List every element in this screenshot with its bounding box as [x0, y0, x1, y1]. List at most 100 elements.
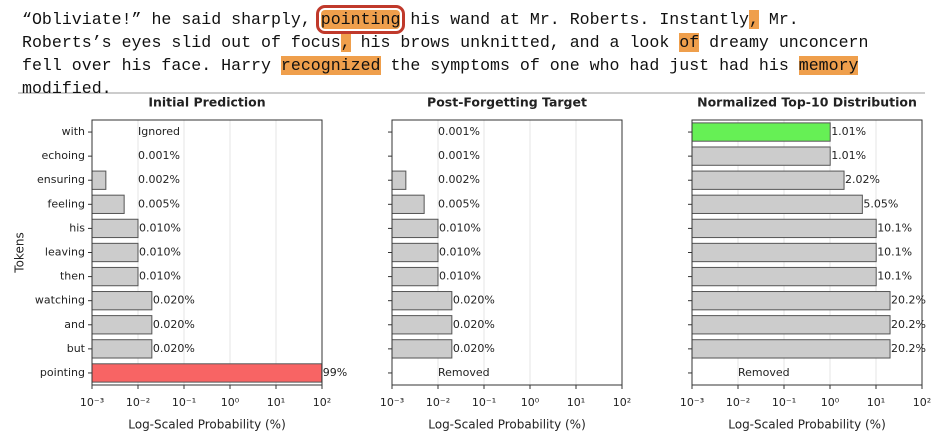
- bar: [91, 339, 153, 359]
- y-tick-label: leaving: [45, 246, 85, 259]
- y-tick-label: then: [60, 270, 85, 283]
- bar: [691, 291, 891, 311]
- y-tick-label: ensuring: [37, 173, 85, 186]
- passage-text: the symptoms of one who had just had his: [380, 56, 799, 75]
- x-tick-label: 10⁰: [221, 396, 240, 409]
- bar: [391, 315, 453, 335]
- bar: [91, 315, 153, 335]
- highlighted-token: recognized: [280, 56, 381, 75]
- value-label: 0.002%: [438, 173, 480, 186]
- chart-title: Post-Forgetting Target: [427, 95, 587, 110]
- value-label: 0.020%: [453, 294, 495, 307]
- value-label: 0.010%: [439, 270, 481, 283]
- y-tick-label: with: [62, 125, 85, 138]
- bar: [691, 122, 831, 142]
- x-axis-label: Log-Scaled Probability (%): [128, 418, 286, 432]
- y-tick-label: echoing: [41, 149, 85, 162]
- passage-text: Roberts’s eyes slid out of focus: [22, 33, 341, 52]
- highlighted-token: pointing: [315, 5, 406, 34]
- value-label: 0.020%: [453, 342, 495, 355]
- x-tick-label: 10⁻²: [126, 396, 150, 409]
- bar: [691, 266, 877, 287]
- plot-frame: [91, 119, 323, 386]
- x-tick-label: 10¹: [867, 396, 885, 409]
- bar: [691, 242, 877, 263]
- passage: “Obliviate!” he said sharply, pointing h…: [22, 5, 868, 100]
- bar: [391, 242, 439, 263]
- passage-line: Roberts’s eyes slid out of focus, his br…: [22, 31, 868, 54]
- value-label: 0.020%: [153, 342, 195, 355]
- bar: [91, 218, 139, 239]
- passage-text: dreamy unconcern: [699, 33, 869, 52]
- value-label: 0.001%: [438, 149, 480, 162]
- value-label: 99%: [323, 366, 347, 379]
- x-tick-label: 10²: [613, 396, 631, 409]
- value-label: 0.010%: [439, 221, 481, 234]
- bar: [691, 339, 891, 359]
- value-label: 10.1%: [877, 246, 912, 259]
- value-label: 20.2%: [891, 342, 926, 355]
- value-label: 20.2%: [891, 294, 926, 307]
- value-label: 0.010%: [439, 246, 481, 259]
- passage-line: fell over his face. Harry recognized the…: [22, 54, 868, 77]
- passage-text: his wand at Mr. Roberts. Instantly: [400, 10, 749, 29]
- x-tick-label: 10⁰: [821, 396, 840, 409]
- bar: [91, 194, 125, 214]
- value-label: 0.010%: [139, 270, 181, 283]
- passage-line: modified.: [22, 77, 868, 100]
- highlighted-token: memory: [798, 56, 859, 75]
- bar: [391, 194, 425, 214]
- bar: [91, 242, 139, 263]
- value-label: 0.005%: [438, 197, 480, 210]
- highlighted-token: of: [679, 33, 700, 52]
- value-label: 10.1%: [877, 221, 912, 234]
- bar: [391, 291, 453, 311]
- bar: [91, 266, 139, 287]
- bar: [91, 363, 323, 383]
- value-label: 0.001%: [438, 125, 480, 138]
- bar: [91, 170, 107, 190]
- x-tick-label: 10⁻¹: [172, 396, 196, 409]
- plot-frame: [691, 119, 923, 386]
- value-label: 0.020%: [153, 318, 195, 331]
- chart-title: Initial Prediction: [148, 95, 265, 110]
- x-tick-label: 10⁻¹: [472, 396, 496, 409]
- y-tick-label: feeling: [48, 197, 85, 210]
- passage-line: “Obliviate!” he said sharply, pointing h…: [22, 5, 868, 34]
- value-label: Removed: [738, 366, 790, 379]
- bar: [391, 218, 439, 239]
- value-label: Ignored: [138, 125, 180, 138]
- bar: [691, 170, 845, 190]
- bar: [691, 194, 863, 214]
- passage-text: fell over his face. Harry: [22, 56, 281, 75]
- highlighted-token: ,: [340, 33, 351, 52]
- x-tick-label: 10⁻³: [680, 396, 704, 409]
- value-label: 0.005%: [138, 197, 180, 210]
- value-label: 1.01%: [831, 125, 866, 138]
- y-tick-label: his: [69, 221, 85, 234]
- bar: [391, 339, 453, 359]
- bar: [691, 146, 831, 166]
- x-tick-label: 10²: [913, 396, 931, 409]
- passage-text: his brows unknitted, and a look: [350, 33, 680, 52]
- bar: [391, 170, 407, 190]
- value-label: 0.002%: [138, 173, 180, 186]
- value-label: 1.01%: [831, 149, 866, 162]
- value-label: 2.02%: [845, 173, 880, 186]
- value-label: 0.001%: [138, 149, 180, 162]
- x-axis-label: Log-Scaled Probability (%): [728, 418, 886, 432]
- x-tick-label: 10⁻²: [726, 396, 750, 409]
- y-tick-label: and: [64, 318, 85, 331]
- value-label: 20.2%: [891, 318, 926, 331]
- value-label: 10.1%: [877, 270, 912, 283]
- passage-text: modified.: [22, 79, 112, 98]
- passage-text: Mr.: [758, 10, 799, 29]
- x-tick-label: 10⁰: [521, 396, 540, 409]
- value-label: 0.020%: [453, 318, 495, 331]
- y-tick-label: watching: [35, 294, 85, 307]
- x-tick-label: 10²: [313, 396, 331, 409]
- x-tick-label: 10⁻³: [380, 396, 404, 409]
- y-tick-label: but: [67, 342, 86, 355]
